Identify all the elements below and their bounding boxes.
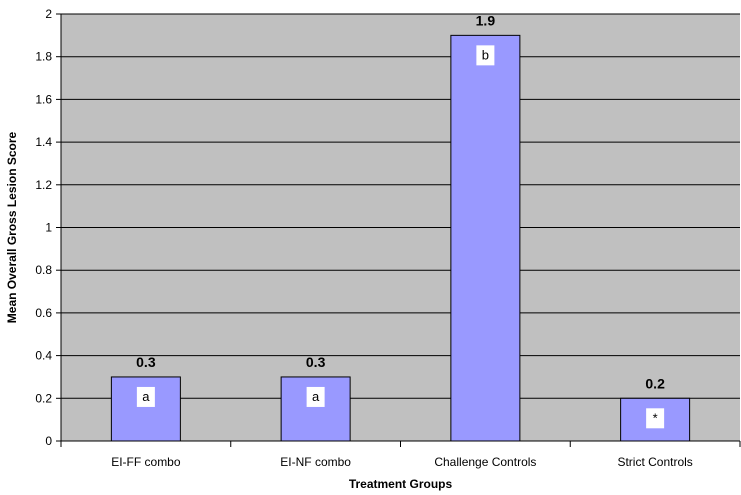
significance-letter-box (306, 386, 325, 407)
data-label: 0.3 (306, 354, 326, 370)
y-tick-label: 1.4 (35, 135, 52, 149)
x-axis-title: Treatment Groups (349, 477, 453, 491)
significance-letter-box (136, 386, 155, 407)
y-tick-label: 0 (45, 434, 52, 448)
y-tick-label: 1.8 (35, 50, 52, 64)
y-axis: 0 0.2 0.4 0.6 0.8 1 1.2 1.4 1.6 1.8 2 (35, 7, 62, 448)
y-tick-label: 2 (45, 7, 52, 21)
y-tick-label: 0.4 (35, 349, 52, 363)
bar (110, 376, 181, 442)
x-tick-label: Strict Controls (617, 455, 692, 469)
significance-letter-box (646, 408, 665, 429)
y-tick-label: 0.2 (35, 391, 52, 405)
significance-letter: b (482, 47, 489, 62)
significance-letter: * (653, 410, 658, 425)
data-label: 0.2 (645, 375, 665, 391)
significance-letter-box (476, 45, 495, 66)
bar (280, 376, 351, 442)
bars: 0.3 a 0.3 a 1.9 b 0.2 * (110, 12, 691, 442)
plot-area (61, 13, 740, 441)
x-tick-label: Challenge Controls (434, 455, 536, 469)
x-axis: EI-FF combo EI-NF combo Challenge Controls… (60, 440, 741, 469)
x-tick-label: EI-FF combo (111, 455, 181, 469)
y-tick-label: 1.6 (35, 92, 52, 106)
data-label: 1.9 (476, 12, 496, 28)
x-tick-label: EI-NF combo (280, 455, 351, 469)
y-tick-label: 1 (45, 221, 52, 235)
bar (450, 34, 521, 442)
significance-letter: a (142, 389, 150, 404)
significance-letter: a (312, 389, 320, 404)
y-tick-label: 0.8 (35, 263, 52, 277)
y-tick-label: 1.2 (35, 178, 52, 192)
y-axis-title: Mean Overall Gross Lesion Score (5, 131, 19, 323)
y-tick-label: 0.6 (35, 306, 52, 320)
data-label: 0.3 (136, 354, 156, 370)
